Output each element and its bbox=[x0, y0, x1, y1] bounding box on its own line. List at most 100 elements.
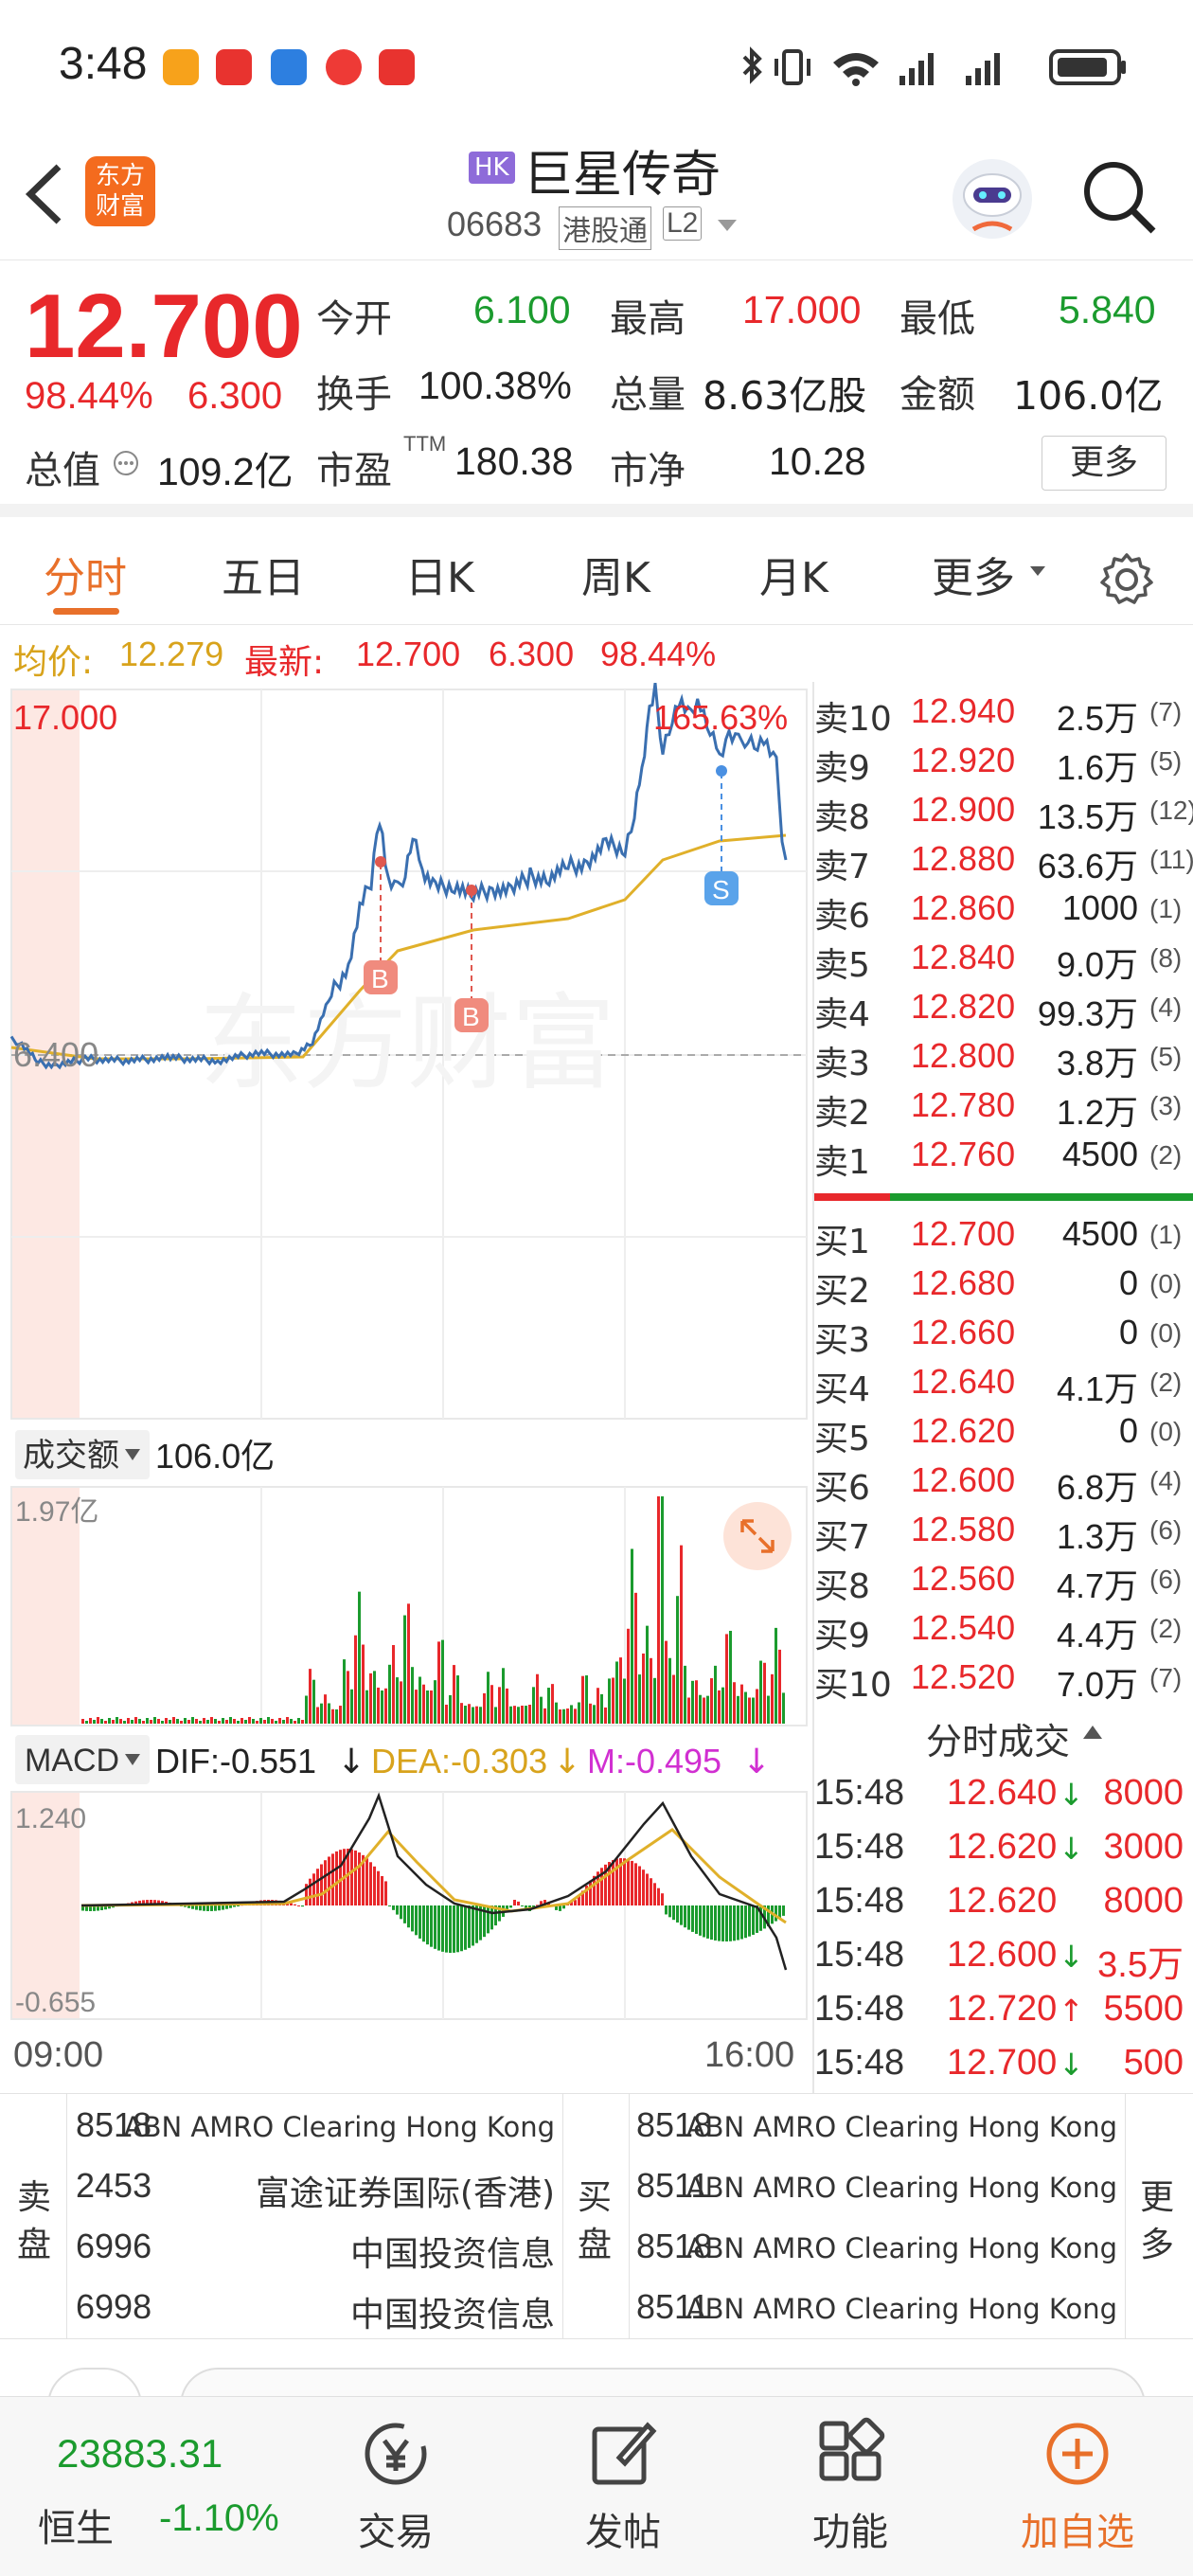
expand-button[interactable] bbox=[723, 1502, 792, 1570]
tab-monthly-k[interactable]: 月K bbox=[759, 554, 828, 602]
chart-svg[interactable]: 东方财富 B B S 17.000 165.63% 6.400 成交额 106.… bbox=[0, 682, 812, 2093]
level-count: (5) bbox=[1149, 746, 1183, 776]
macd-dif: DIF:-0.551 bbox=[155, 1742, 316, 1780]
tab-daily-k[interactable]: 日K bbox=[405, 554, 474, 602]
pb-label: 市净 bbox=[610, 449, 686, 492]
sell-broker-name: 中国投资信息 bbox=[349, 2235, 555, 2274]
level-label: 买6 bbox=[814, 1469, 870, 1508]
intraday-chart[interactable]: 东方财富 B B S 17.000 165.63% 6.400 成交额 106.… bbox=[0, 682, 812, 2093]
low-label: 最低 bbox=[899, 297, 975, 341]
level-count: (6) bbox=[1149, 1515, 1183, 1545]
nav-add-watchlist[interactable]: 加自选 bbox=[1021, 2511, 1134, 2554]
bid-row[interactable]: 买10 12.520 7.0万 (7) bbox=[812, 1654, 1193, 1705]
index-change[interactable]: -1.10% bbox=[159, 2497, 279, 2539]
more-button[interactable]: 更多 bbox=[1042, 436, 1166, 491]
volume-selector-caret-icon bbox=[125, 1449, 140, 1460]
open-label: 今开 bbox=[316, 297, 392, 341]
buy-marker-1[interactable] bbox=[364, 960, 398, 994]
tab-intraday[interactable]: 分时 bbox=[44, 554, 127, 602]
status-icons bbox=[742, 46, 1126, 86]
trade-price: 12.620 bbox=[947, 1881, 1058, 1921]
volume-value: 8.63亿股 bbox=[703, 373, 867, 419]
volume-label: 总量 bbox=[610, 373, 686, 417]
ask-row[interactable]: 卖5 12.840 9.0万 (8) bbox=[812, 934, 1193, 985]
index-value[interactable]: 23883.31 bbox=[57, 2431, 223, 2476]
gear-icon[interactable] bbox=[1098, 551, 1155, 608]
nav-functions[interactable]: 功能 bbox=[812, 2511, 888, 2554]
robot-assistant-icon[interactable] bbox=[945, 152, 1040, 246]
avg-price-line bbox=[10, 833, 787, 1061]
latest-label: 最新: bbox=[244, 643, 325, 682]
plus-circle-icon[interactable] bbox=[1040, 2416, 1115, 2492]
bid-row[interactable]: 买9 12.540 4.4万 (2) bbox=[812, 1604, 1193, 1655]
bid-row[interactable]: 买3 12.660 0 (0) bbox=[812, 1309, 1193, 1360]
trades-title[interactable]: 分时成交 bbox=[926, 1721, 1071, 1762]
level-label: 卖5 bbox=[814, 946, 870, 985]
sell-marker[interactable] bbox=[704, 871, 739, 905]
ask-row[interactable]: 卖7 12.880 63.6万 (11) bbox=[812, 835, 1193, 886]
level-label: 买8 bbox=[814, 1567, 870, 1606]
tab-five-day[interactable]: 五日 bbox=[222, 554, 305, 602]
status-bar: 3:48 bbox=[0, 0, 1193, 133]
buy-marker-2[interactable] bbox=[454, 998, 489, 1032]
level-volume: 4.7万 bbox=[1056, 1566, 1138, 1605]
bid-row[interactable]: 买4 12.640 4.1万 (2) bbox=[812, 1358, 1193, 1409]
bid-row[interactable]: 买2 12.680 0 (0) bbox=[812, 1260, 1193, 1311]
chevron-down-icon[interactable] bbox=[716, 218, 739, 233]
level-volume: 3.8万 bbox=[1056, 1044, 1138, 1082]
vibrate-icon bbox=[775, 49, 810, 85]
ask-row[interactable]: 卖1 12.760 4500 (2) bbox=[812, 1131, 1193, 1182]
bid-row[interactable]: 买6 12.600 6.8万 (4) bbox=[812, 1457, 1193, 1508]
ask-row[interactable]: 卖8 12.900 13.5万 (12) bbox=[812, 786, 1193, 837]
buy-side-label-2: 盘 bbox=[578, 2226, 613, 2264]
tab-weekly-k[interactable]: 周K bbox=[581, 554, 650, 602]
level-count: (1) bbox=[1149, 1220, 1183, 1249]
trade-time: 15:48 bbox=[814, 2043, 905, 2083]
tab-more[interactable]: 更多 bbox=[932, 554, 1015, 602]
search-icon[interactable] bbox=[1079, 157, 1159, 237]
amount-value: 106.0亿 bbox=[1013, 373, 1164, 419]
ask-row[interactable]: 卖6 12.860 1000 (1) bbox=[812, 885, 1193, 936]
info-line: 均价: 12.279 最新: 12.700 6.300 98.44% bbox=[0, 625, 1193, 682]
info-icon[interactable] bbox=[112, 449, 140, 477]
ask-row[interactable]: 卖4 12.820 99.3万 (4) bbox=[812, 983, 1193, 1034]
broker-more-1[interactable]: 更 bbox=[1140, 2178, 1175, 2217]
trade-time: 15:48 bbox=[814, 1827, 905, 1867]
level-volume: 0 bbox=[1118, 1313, 1138, 1351]
bottom-nav: 23883.31 恒生 -1.10% 交易 发帖 功能 加自选 bbox=[0, 2396, 1193, 2576]
trade-volume: 8000 bbox=[1103, 1773, 1184, 1813]
yen-icon[interactable] bbox=[358, 2416, 434, 2492]
bid-row[interactable]: 买5 12.620 0 (0) bbox=[812, 1407, 1193, 1458]
bid-row[interactable]: 买1 12.700 4500 (1) bbox=[812, 1210, 1193, 1261]
ask-row[interactable]: 卖2 12.780 1.2万 (3) bbox=[812, 1082, 1193, 1133]
back-icon[interactable] bbox=[21, 161, 68, 227]
buy-broker-name: ABN AMRO Clearing Hong Kong bbox=[686, 2111, 1117, 2143]
grid-icon[interactable] bbox=[812, 2416, 888, 2492]
nav-post[interactable]: 发帖 bbox=[585, 2511, 661, 2554]
buy-marker-1-label: B bbox=[371, 964, 389, 993]
broker-more-2[interactable]: 多 bbox=[1140, 2226, 1175, 2264]
buy-marker-2-label: B bbox=[462, 1002, 480, 1031]
price-base-label: 6.400 bbox=[13, 1035, 98, 1074]
sell-broker-id: 6996 bbox=[76, 2227, 152, 2265]
edit-icon[interactable] bbox=[585, 2416, 661, 2492]
ask-row[interactable]: 卖9 12.920 1.6万 (5) bbox=[812, 737, 1193, 788]
level-label: 买5 bbox=[814, 1420, 870, 1458]
bid-row[interactable]: 买7 12.580 1.3万 (6) bbox=[812, 1506, 1193, 1557]
macd-selector[interactable] bbox=[15, 1735, 150, 1784]
eastmoney-logo[interactable]: 东方 财富 bbox=[85, 156, 155, 226]
index-name[interactable]: 恒生 bbox=[38, 2507, 114, 2550]
level-count: (5) bbox=[1149, 1042, 1183, 1071]
trade-direction-icon: ↓ bbox=[1059, 1777, 1084, 1813]
broker-queue[interactable]: 卖 盘 买 盘 更 多 8518 ABN AMRO Clearing Hong K… bbox=[0, 2093, 1193, 2339]
ask-row[interactable]: 卖3 12.800 3.8万 (5) bbox=[812, 1032, 1193, 1083]
bid-row[interactable]: 买8 12.560 4.7万 (6) bbox=[812, 1555, 1193, 1606]
nav-trade[interactable]: 交易 bbox=[358, 2511, 434, 2554]
ask-row[interactable]: 卖10 12.940 2.5万 (7) bbox=[812, 688, 1193, 739]
sell-broker-name: 富途证券国际(香港) bbox=[255, 2174, 555, 2213]
volume-selector[interactable] bbox=[15, 1430, 150, 1479]
caret-up-icon[interactable] bbox=[1081, 1722, 1104, 1741]
camera-notification-icon bbox=[271, 49, 307, 85]
level-count: (3) bbox=[1149, 1091, 1183, 1120]
level-count: (7) bbox=[1149, 1663, 1183, 1692]
